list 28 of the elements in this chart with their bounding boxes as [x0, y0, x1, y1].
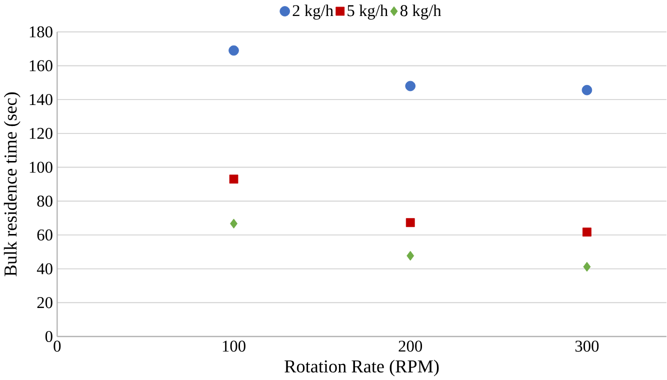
- x-tick-label: 100: [222, 340, 246, 352]
- legend-label: 5 kg/h: [348, 4, 388, 20]
- y-tick-label: 140: [30, 94, 52, 106]
- y-tick-label: 120: [30, 128, 52, 139]
- y-tick-label: 180: [30, 26, 52, 38]
- y-tick-label: 0: [45, 330, 52, 342]
- x-tick-label: 300: [575, 340, 599, 352]
- y-tick-label: 80: [37, 196, 52, 207]
- y-axis-title: Bulk residence time (sec): [4, 92, 20, 276]
- y-tick-label: 40: [36, 263, 52, 274]
- point: [230, 218, 238, 228]
- y-tick-label: 20: [37, 297, 52, 308]
- x-axis-title: Rotation Rate (RPM): [284, 360, 439, 376]
- point: [229, 174, 238, 184]
- y-tick-label: 60: [37, 229, 52, 240]
- y-tick-label: 100: [30, 162, 52, 173]
- y-tick-label: 160: [30, 60, 52, 72]
- point: [582, 228, 592, 236]
- point: [228, 45, 239, 56]
- legend-label: 2 kg/h: [292, 4, 334, 20]
- x-tick-label: 200: [398, 340, 422, 352]
- x-tick-label: 0: [54, 340, 61, 352]
- point: [582, 84, 592, 96]
- point: [583, 262, 591, 272]
- point: [405, 80, 416, 92]
- point: [406, 218, 415, 227]
- point: [406, 250, 414, 261]
- legend-label: 8 kg/h: [400, 4, 442, 20]
